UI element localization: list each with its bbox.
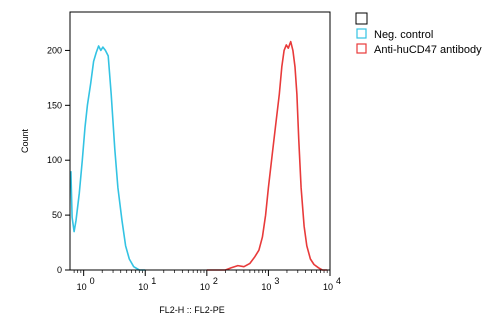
series-line-1 xyxy=(70,45,146,271)
x-tick-exponent: 2 xyxy=(213,276,218,286)
legend-swatch xyxy=(356,28,367,39)
legend-swatch xyxy=(356,43,367,54)
legend: Neg. control Anti-huCD47 antibody xyxy=(355,12,482,56)
series-layer xyxy=(70,40,328,271)
legend-header-swatch xyxy=(355,12,368,25)
x-tick-exponent: 0 xyxy=(90,276,95,286)
x-tick-exponent: 1 xyxy=(151,276,156,286)
x-tick-label: 10 xyxy=(77,282,87,292)
x-tick-label: 10 xyxy=(261,282,271,292)
x-tick-exponent: 4 xyxy=(336,276,341,286)
y-axis-ticks: 0 50 100 150 200 xyxy=(47,45,70,275)
series-line-2 xyxy=(206,40,328,271)
y-tick-label: 100 xyxy=(47,155,62,165)
legend-label: Neg. control xyxy=(374,29,433,41)
y-tick-label: 150 xyxy=(47,100,62,110)
y-tick-label: 0 xyxy=(57,265,62,275)
y-axis-label: Count xyxy=(20,129,30,154)
x-tick-label: 10 xyxy=(138,282,148,292)
x-axis-label: FL2-H :: FL2-PE xyxy=(159,305,225,315)
y-tick-label: 50 xyxy=(52,210,62,220)
plot-frame xyxy=(69,11,331,271)
legend-label: Anti-huCD47 antibody xyxy=(374,44,482,56)
x-tick-label: 10 xyxy=(200,282,210,292)
x-tick-exponent: 3 xyxy=(274,276,279,286)
y-tick-label: 200 xyxy=(47,45,62,55)
x-tick-label: 10 xyxy=(323,282,333,292)
